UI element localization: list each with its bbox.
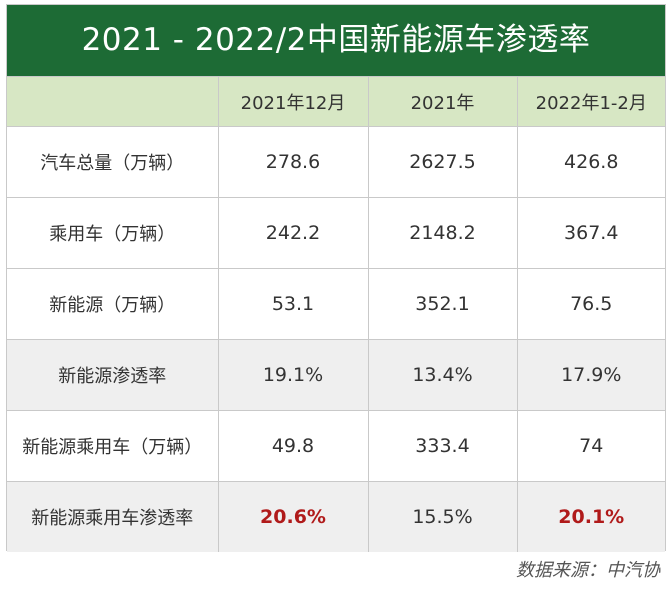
value-cell: 426.8 — [516, 126, 665, 198]
row-label: 乘用车（万辆） — [7, 197, 219, 269]
header-cell-2021-dec: 2021年12月 — [217, 76, 369, 127]
header-row: 2021年12月 2021年 2022年1-2月 — [7, 76, 665, 127]
value-cell: 20.6% — [217, 481, 369, 552]
source-note: 数据来源：中汽协 — [516, 560, 660, 581]
chart-title: 2021 - 2022/2中国新能源车渗透率 — [7, 5, 665, 76]
value-cell: 242.2 — [217, 197, 369, 269]
data-table: 2021年12月 2021年 2022年1-2月 汽车总量（万辆） 278.6 26… — [7, 76, 665, 552]
value-cell: 74 — [516, 410, 665, 482]
table-row: 新能源（万辆） 53.1 352.1 76.5 — [7, 268, 665, 340]
row-label: 新能源（万辆） — [7, 268, 219, 340]
value-cell: 278.6 — [217, 126, 369, 198]
value-cell: 2148.2 — [367, 197, 518, 269]
value-cell: 13.4% — [367, 339, 518, 411]
value-cell: 333.4 — [367, 410, 518, 482]
table-row: 乘用车（万辆） 242.2 2148.2 367.4 — [7, 197, 665, 269]
table-row: 汽车总量（万辆） 278.6 2627.5 426.8 — [7, 126, 665, 198]
value-cell: 49.8 — [217, 410, 369, 482]
value-cell: 15.5% — [367, 481, 518, 552]
row-label: 新能源乘用车（万辆） — [7, 410, 219, 482]
row-label: 汽车总量（万辆） — [7, 126, 219, 198]
header-cell-corner — [7, 76, 219, 127]
row-label: 新能源乘用车渗透率 — [7, 481, 219, 552]
table-row: 新能源乘用车（万辆） 49.8 333.4 74 — [7, 410, 665, 482]
row-label: 新能源渗透率 — [7, 339, 219, 411]
value-cell: 2627.5 — [367, 126, 518, 198]
table-row: 新能源乘用车渗透率 20.6% 15.5% 20.1% — [7, 481, 665, 552]
value-cell: 17.9% — [516, 339, 665, 411]
value-cell: 19.1% — [217, 339, 369, 411]
value-cell: 367.4 — [516, 197, 665, 269]
value-cell: 20.1% — [516, 481, 665, 552]
header-cell-2022-jan-feb: 2022年1-2月 — [516, 76, 665, 127]
value-cell: 76.5 — [516, 268, 665, 340]
table-frame: 2021 - 2022/2中国新能源车渗透率 2021年12月 2021年 20… — [6, 4, 666, 552]
value-cell: 352.1 — [367, 268, 518, 340]
value-cell: 53.1 — [217, 268, 369, 340]
header-cell-2021: 2021年 — [367, 76, 518, 127]
table-row: 新能源渗透率 19.1% 13.4% 17.9% — [7, 339, 665, 411]
